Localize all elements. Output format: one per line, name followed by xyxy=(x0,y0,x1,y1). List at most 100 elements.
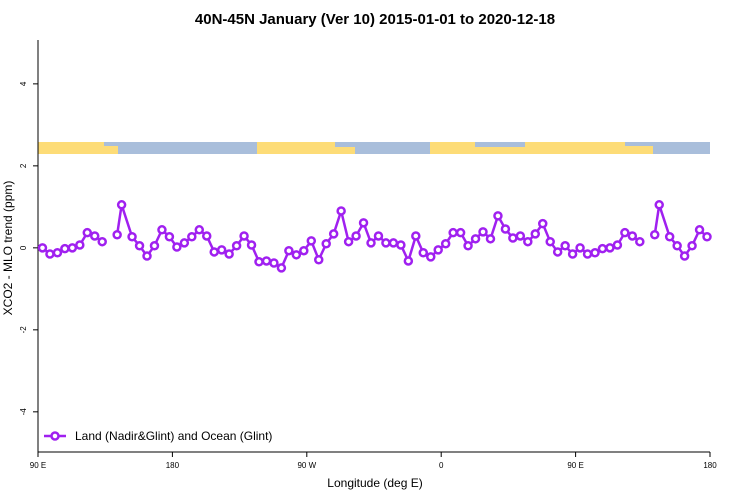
point xyxy=(455,227,466,238)
point xyxy=(664,232,675,242)
point xyxy=(284,245,294,256)
point xyxy=(179,238,190,248)
point xyxy=(702,232,712,242)
point xyxy=(291,250,302,260)
point xyxy=(418,248,429,258)
x-tick-label: 180 xyxy=(166,461,180,470)
point xyxy=(560,241,570,251)
point xyxy=(358,218,369,228)
point xyxy=(172,242,182,252)
point xyxy=(75,240,85,250)
point xyxy=(112,229,122,240)
point xyxy=(187,232,197,242)
point xyxy=(654,200,664,210)
point xyxy=(687,241,697,251)
x-tick-label: 90 W xyxy=(297,461,316,470)
y-tick-label: 4 xyxy=(19,81,28,86)
point xyxy=(597,243,608,254)
point xyxy=(470,234,481,244)
point xyxy=(313,254,324,265)
point xyxy=(649,229,660,240)
point xyxy=(530,229,541,239)
y-tick-label: 0 xyxy=(19,245,28,250)
point xyxy=(672,241,682,251)
point xyxy=(523,236,533,247)
point xyxy=(67,243,78,253)
point xyxy=(463,241,473,251)
y-tick-label: 2 xyxy=(19,163,28,168)
point xyxy=(45,249,55,259)
point xyxy=(440,238,451,249)
point xyxy=(582,249,593,259)
point xyxy=(343,236,354,247)
point xyxy=(142,251,152,261)
point xyxy=(448,227,458,238)
point xyxy=(620,227,630,238)
point xyxy=(388,238,399,248)
y-tick-label: -2 xyxy=(19,326,28,334)
point xyxy=(116,200,127,210)
point xyxy=(231,241,242,251)
point xyxy=(134,241,145,251)
point xyxy=(328,229,339,239)
point xyxy=(381,238,391,248)
point xyxy=(537,218,548,229)
point xyxy=(209,247,219,257)
point xyxy=(246,240,257,250)
point xyxy=(336,206,346,216)
point xyxy=(269,258,279,268)
point xyxy=(239,231,249,241)
point xyxy=(276,263,287,273)
legend-marker xyxy=(50,431,60,441)
point xyxy=(149,241,160,251)
point xyxy=(157,225,167,235)
point xyxy=(97,236,107,247)
point xyxy=(201,231,212,241)
point xyxy=(575,243,585,253)
point xyxy=(321,238,331,249)
x-tick-label: 0 xyxy=(439,461,444,470)
point xyxy=(82,227,93,238)
point xyxy=(216,245,227,255)
point xyxy=(351,231,361,241)
point xyxy=(485,234,496,244)
point xyxy=(299,245,309,256)
point xyxy=(194,225,205,235)
x-axis-label: Longitude (deg E) xyxy=(327,476,422,490)
y-tick-label: -4 xyxy=(19,408,28,416)
point xyxy=(500,224,511,234)
point xyxy=(52,248,63,258)
point xyxy=(127,232,137,242)
point xyxy=(425,252,436,262)
point xyxy=(60,243,70,254)
point xyxy=(694,225,705,235)
point xyxy=(224,249,234,259)
point xyxy=(567,249,578,259)
point xyxy=(478,227,488,237)
point xyxy=(508,233,518,243)
point xyxy=(261,256,272,266)
point xyxy=(411,231,421,241)
point xyxy=(635,236,645,247)
chart-title: 40N-45N January (Ver 10) 2015-01-01 to 2… xyxy=(195,11,555,28)
x-tick-label: 90 E xyxy=(30,461,46,470)
point xyxy=(89,231,100,241)
x-tick-label: 180 xyxy=(703,461,717,470)
point xyxy=(612,240,623,250)
x-tick-label: 90 E xyxy=(567,461,583,470)
point xyxy=(605,243,615,253)
point xyxy=(37,243,48,253)
point xyxy=(590,248,600,258)
land-ocean-strip xyxy=(38,142,710,154)
legend-label: Land (Nadir&Glint) and Ocean (Glint) xyxy=(75,429,272,443)
point xyxy=(403,256,414,266)
point xyxy=(373,231,384,241)
point xyxy=(515,231,526,241)
y-axis-label: XCO2 - MLO trend (ppm) xyxy=(1,181,15,316)
point xyxy=(493,211,503,221)
point xyxy=(396,240,406,250)
point xyxy=(545,236,555,247)
point xyxy=(254,257,264,267)
point xyxy=(679,251,690,261)
